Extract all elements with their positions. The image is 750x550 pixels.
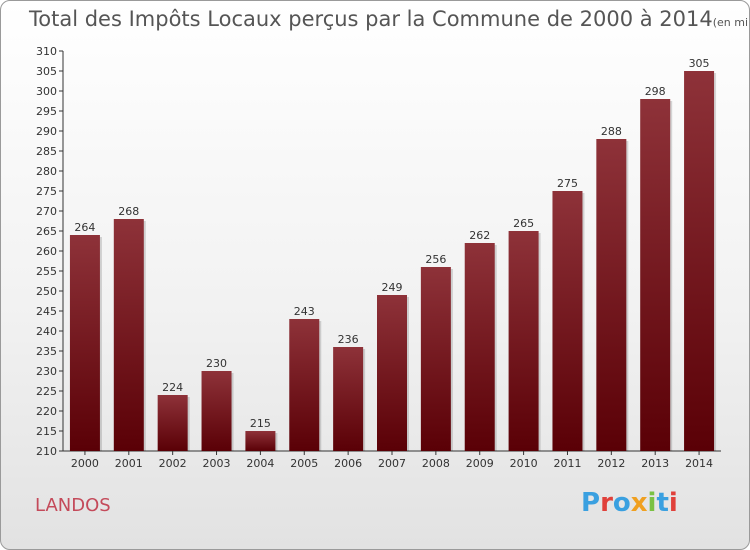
x-tick-label: 2006 <box>334 457 362 470</box>
bar-2007 <box>377 295 407 451</box>
y-tick-label: 295 <box>36 105 57 118</box>
title-text: Total des Impôts Locaux perçus par la Co… <box>29 7 713 31</box>
data-label: 262 <box>469 229 490 242</box>
y-tick-label: 300 <box>36 85 57 98</box>
bar-2006 <box>333 347 364 451</box>
bar-2013 <box>640 99 671 451</box>
x-tick-label: 2010 <box>510 457 538 470</box>
bars-group <box>69 71 717 451</box>
y-tick-label: 215 <box>36 425 57 438</box>
logo-letter: t <box>656 488 669 518</box>
x-tick-label: 2000 <box>71 457 99 470</box>
x-tick-label: 2007 <box>378 457 406 470</box>
data-label: 224 <box>162 381 183 394</box>
x-tick-label: 2011 <box>553 457 581 470</box>
x-tick-label: 2003 <box>203 457 231 470</box>
x-tick-label: 2013 <box>641 457 669 470</box>
logo-letter: i <box>668 488 678 518</box>
bar-2011 <box>552 191 583 451</box>
axes: 210 215 220 225 230 235 240 245 250 255 260 265 270 2… <box>36 45 721 458</box>
logo-letter: x <box>630 488 648 518</box>
data-label: 243 <box>294 305 315 318</box>
data-label: 305 <box>689 57 710 70</box>
x-tick-label: 2008 <box>422 457 450 470</box>
y-tick-label: 290 <box>36 125 57 138</box>
bar-2009 <box>464 243 495 451</box>
commune-name: LANDOS <box>35 495 111 516</box>
data-label: 230 <box>206 357 227 370</box>
y-tick-label: 275 <box>36 185 57 198</box>
x-tick-label: 2009 <box>466 457 494 470</box>
y-tick-label: 245 <box>36 305 57 318</box>
data-label: 298 <box>645 85 666 98</box>
data-label: 268 <box>118 205 139 218</box>
y-tick-label: 280 <box>36 165 57 178</box>
y-tick-label: 285 <box>36 145 57 158</box>
y-tick-label: 270 <box>36 205 57 218</box>
y-tick-label: 210 <box>36 445 57 458</box>
bar-2002 <box>157 395 188 451</box>
proxiti-logo[interactable]: Proxiti <box>581 488 678 518</box>
bar-2000 <box>69 235 100 451</box>
y-tick-label: 240 <box>36 325 57 338</box>
y-tick-label: 310 <box>36 45 57 58</box>
y-tick-label: 305 <box>36 65 57 78</box>
logo-letter: o <box>612 488 631 518</box>
x-tick-label: 2005 <box>290 457 318 470</box>
bar-2005 <box>289 319 320 451</box>
y-tick-label: 265 <box>36 225 57 238</box>
logo-letter: i <box>647 488 657 518</box>
x-tick-label: 2012 <box>597 457 625 470</box>
logo-letter: P <box>581 488 601 518</box>
y-tick-label: 220 <box>36 405 57 418</box>
data-label: 264 <box>74 221 95 234</box>
y-tick-label: 225 <box>36 385 57 398</box>
bar-2014 <box>684 71 715 451</box>
data-label: 215 <box>250 417 271 430</box>
y-tick-label: 235 <box>36 345 57 358</box>
bar-2003 <box>201 371 232 451</box>
data-label: 275 <box>557 177 578 190</box>
y-tick-label: 230 <box>36 365 57 378</box>
y-tick-label: 255 <box>36 265 57 278</box>
chart-title: Total des Impôts Locaux perçus par la Co… <box>29 7 749 31</box>
y-tick-label: 250 <box>36 285 57 298</box>
x-tick-label: 2001 <box>115 457 143 470</box>
data-label: 249 <box>382 281 403 294</box>
logo-letter: r <box>600 488 613 518</box>
data-label: 288 <box>601 125 622 138</box>
x-tick-label: 2004 <box>246 457 274 470</box>
bar-2008 <box>420 267 451 451</box>
data-label: 236 <box>338 333 359 346</box>
y-tick-label: 260 <box>36 245 57 258</box>
data-label: 265 <box>513 217 534 230</box>
data-label: 256 <box>425 253 446 266</box>
bar-2012 <box>596 139 627 451</box>
bar-2010 <box>508 231 539 451</box>
x-tick-label: 2014 <box>685 457 713 470</box>
bar-2001 <box>113 219 144 451</box>
labels-group: 2000 264 2001 268 2002 224 2003 230 2004 215 2005 2… <box>71 57 713 470</box>
x-tick-label: 2002 <box>159 457 187 470</box>
unit-label: (en milliers d'€) <box>712 16 749 29</box>
bar-2004 <box>245 431 276 451</box>
